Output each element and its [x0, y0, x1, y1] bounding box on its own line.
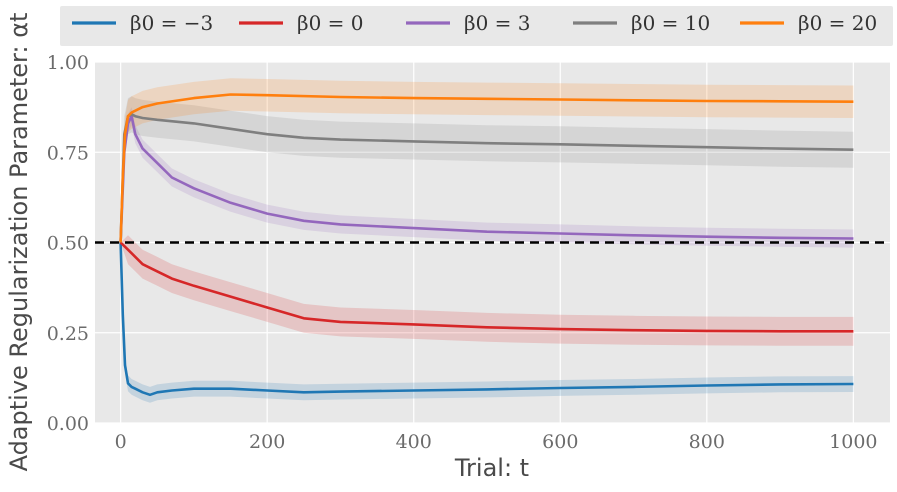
series-0-band	[120, 242, 854, 403]
legend-label-4: β0 = 20	[798, 11, 877, 35]
legend-label-1: β0 = 0	[297, 11, 363, 35]
legend-box	[60, 6, 893, 46]
legend-label-3: β0 = 10	[631, 11, 710, 35]
x-tick-label: 600	[542, 431, 578, 453]
y-tick-label: 0.50	[47, 233, 89, 255]
x-tick-label: 0	[115, 431, 127, 453]
y-tick-label: 1.00	[47, 52, 89, 74]
x-axis-title: Trial: t	[454, 454, 529, 482]
y-tick-label: 0.00	[47, 413, 89, 435]
legend-label-2: β0 = 3	[464, 11, 530, 35]
series-2-line	[119, 114, 854, 243]
series-4-line	[119, 93, 854, 243]
axis-ticks: 0 200 400 600 800 1000 0.00 0.25 0.50 0.75 1.00	[47, 52, 878, 453]
series-1-line	[119, 241, 854, 333]
x-tick-label: 200	[249, 431, 285, 453]
legend: β0 = −3 β0 = 0 β0 = 3 β0 = 10 β0 = 20	[60, 6, 893, 46]
series-0-line	[119, 242, 854, 397]
y-tick-label: 0.25	[47, 323, 89, 345]
x-tick-label: 1000	[829, 431, 877, 453]
series-4-band	[120, 78, 854, 243]
y-tick-label: 0.75	[47, 142, 89, 164]
y-axis-title: Adaptive Regularization Parameter: αt	[5, 13, 33, 472]
series-3-band	[120, 96, 854, 243]
x-tick-label: 400	[396, 431, 432, 453]
series-lines	[119, 93, 854, 397]
series-2-band	[120, 107, 854, 248]
legend-label-0: β0 = −3	[130, 11, 213, 35]
x-tick-label: 800	[689, 431, 725, 453]
